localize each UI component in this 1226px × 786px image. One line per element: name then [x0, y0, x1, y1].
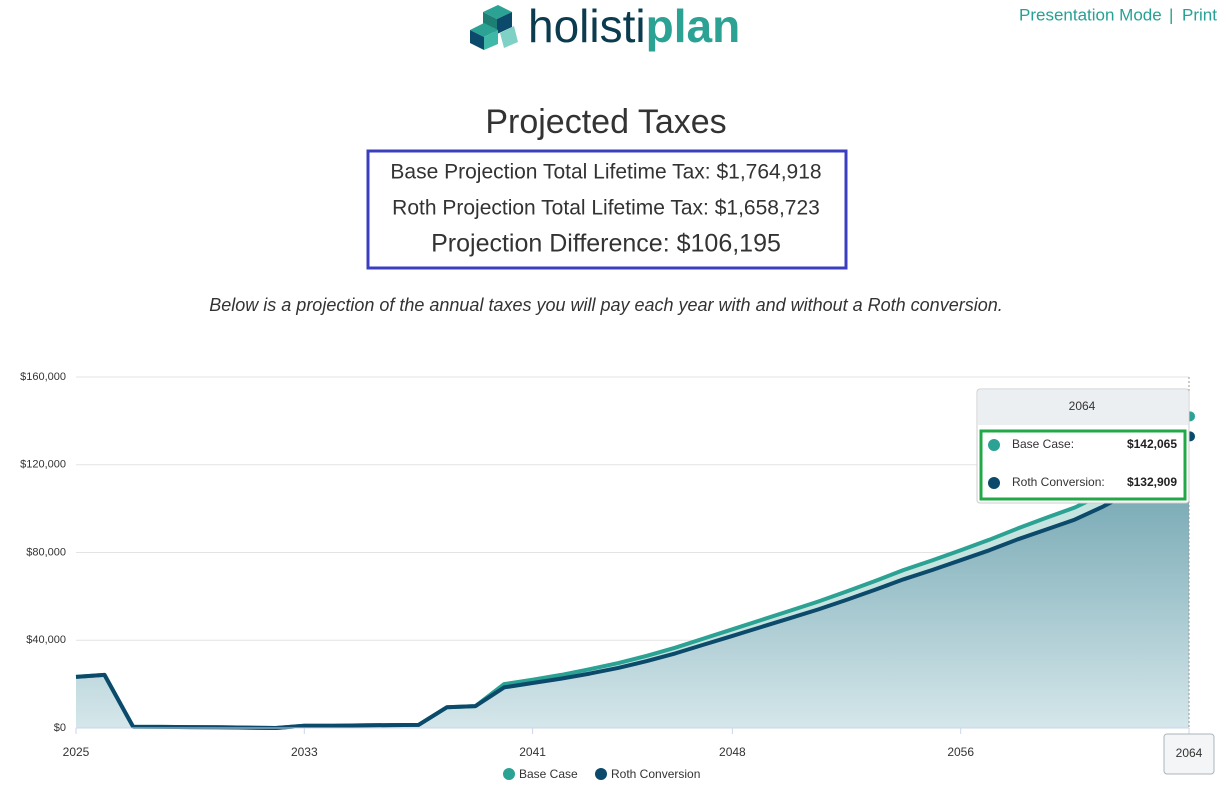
description: Below is a projection of the annual taxe…: [209, 295, 1002, 315]
x-tick-label: 2041: [519, 745, 546, 759]
legend-marker: [595, 768, 607, 780]
x-tick-label: 2048: [719, 745, 746, 759]
difference: Projection Difference: $106,195: [431, 230, 781, 258]
series-area: [76, 436, 1189, 728]
tooltip-dot: [988, 477, 1000, 489]
y-tick-label: $40,000: [26, 634, 66, 646]
tooltip-title: 2064: [1069, 399, 1096, 413]
logo-left: holisti: [528, 0, 646, 52]
page-title: Projected Taxes: [485, 103, 726, 141]
x-tick-label: 2033: [291, 745, 318, 759]
logo-icon: [470, 5, 518, 50]
tooltip-highlight: [979, 429, 1187, 501]
tooltip-value: $132,909: [1127, 475, 1177, 489]
presentation-mode-link[interactable]: Presentation Mode: [1019, 5, 1162, 24]
legend-label: Base Case: [519, 767, 578, 781]
crosshair-label-box: [1163, 733, 1215, 775]
chart: $0 $40,000 $80,000 $120,000 $160,000 2025 2033…: [20, 371, 1215, 781]
legend-label: Roth Conversion: [611, 767, 700, 781]
y-tick-label: $160,000: [20, 371, 66, 383]
tooltip-dot: [988, 439, 1000, 451]
tooltip-label: Base Case:: [1012, 437, 1074, 451]
base-total: Base Projection Total Lifetime Tax: $1,7…: [390, 161, 821, 184]
x-tick-label: 2056: [947, 745, 974, 759]
legend-item[interactable]: Base Case: [503, 767, 578, 781]
y-tick-label: $80,000: [26, 546, 66, 558]
tooltip: 2064 Base Case: $142,065 Roth Conversion: $1…: [976, 388, 1190, 504]
legend-marker: [503, 768, 515, 780]
x-tick-label: 2064: [1176, 746, 1203, 760]
summary-box: [366, 149, 848, 270]
legend-item[interactable]: Roth Conversion: [595, 767, 700, 781]
roth-total: Roth Projection Total Lifetime Tax: $1,6…: [392, 197, 820, 220]
y-tick-label: $0: [54, 722, 66, 734]
tooltip-header: [978, 390, 1188, 425]
logo-right: plan: [646, 0, 741, 52]
x-tick-label: 2025: [63, 745, 90, 759]
link-separator: |: [1169, 5, 1173, 24]
print-link[interactable]: Print: [1182, 5, 1217, 24]
tooltip-label: Roth Conversion:: [1012, 475, 1105, 489]
tooltip-value: $142,065: [1127, 437, 1177, 451]
y-tick-label: $120,000: [20, 459, 66, 471]
logo-text[interactable]: holistiplan: [528, 0, 740, 52]
